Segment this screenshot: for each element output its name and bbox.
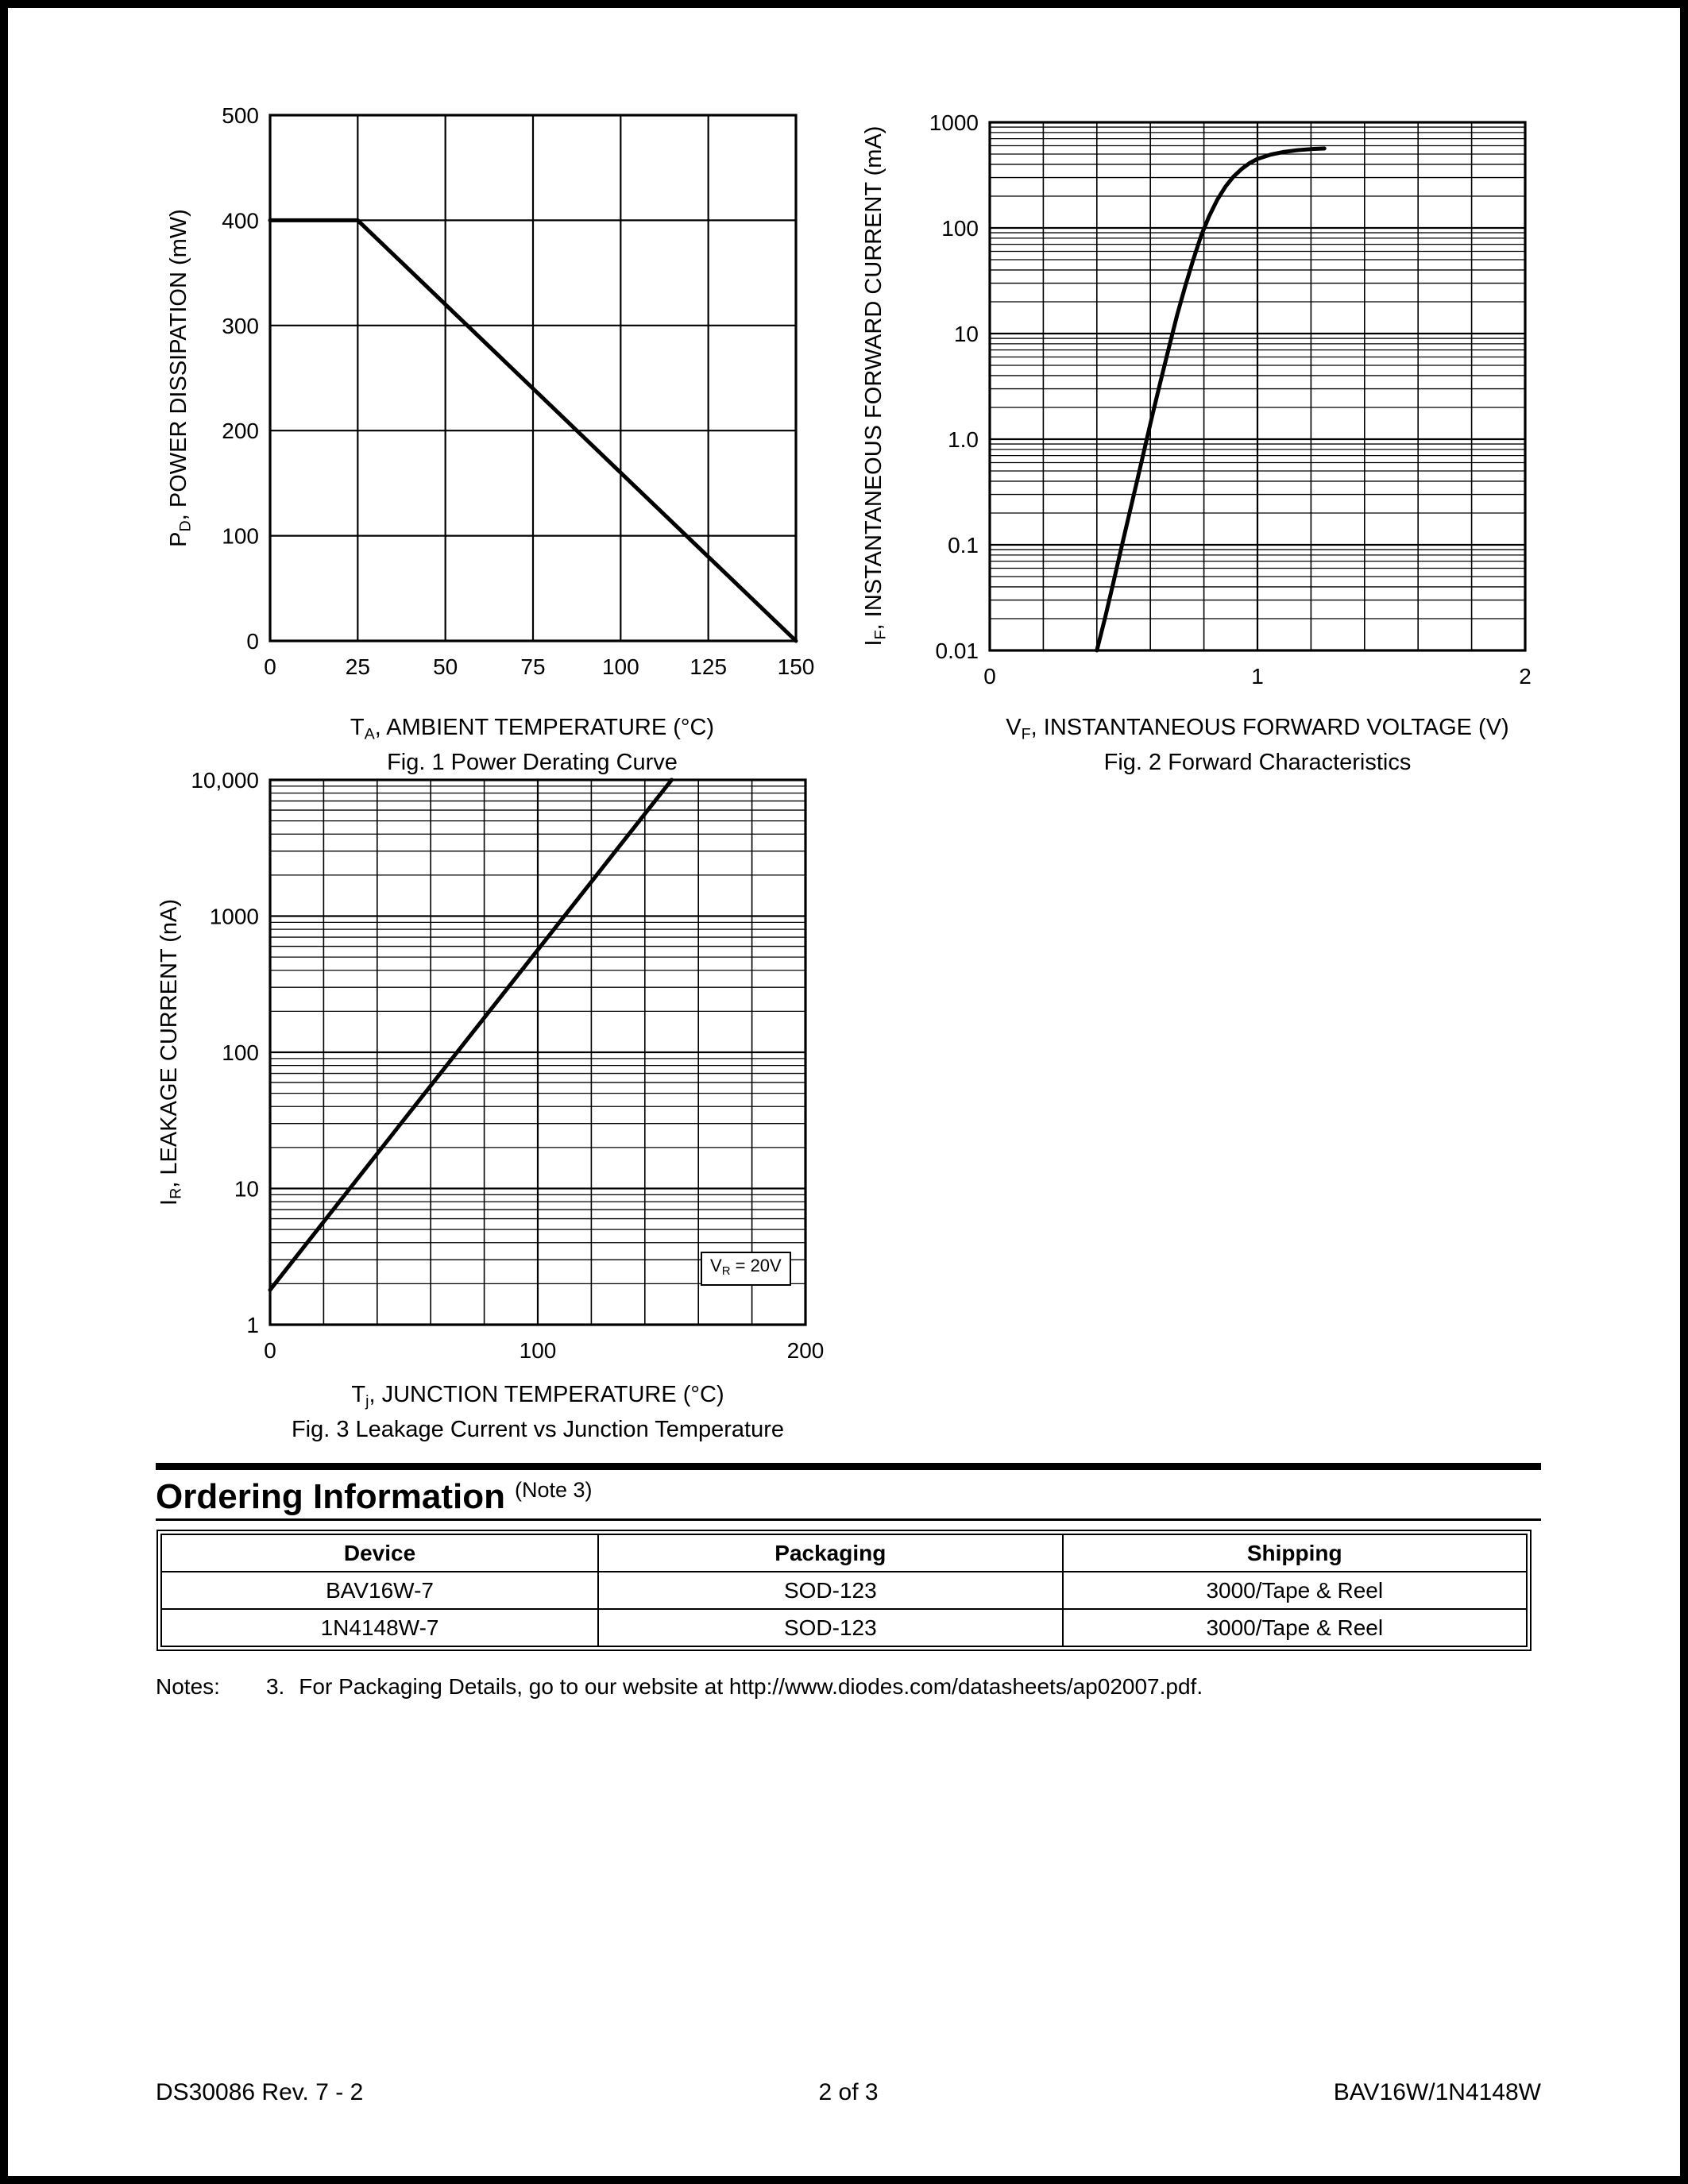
fig2-plot: 0 1 2 1000 100 10 1.0 0.1 0.01 [929,110,1532,689]
svg-text:200: 200 [787,1338,825,1363]
note-number: 3. [265,1674,285,1699]
fig3-annotation-text: = 20V [730,1256,782,1275]
svg-text:1.0: 1.0 [948,427,979,452]
svg-text:100: 100 [222,1040,259,1065]
fig3-annotation-subscript: R [721,1264,731,1279]
fig2-x-axis-label: VF, INSTANTANEOUS FORWARD VOLTAGE (V) [956,713,1559,743]
svg-text:0: 0 [246,629,259,654]
fig3-plot: 0 100 200 10,000 1000 100 10 1 [191,768,825,1363]
svg-text:100: 100 [520,1338,557,1363]
svg-text:100: 100 [941,216,979,241]
shipping-cell: 3000/Tape & Reel [1061,1608,1528,1647]
fig2-x-label-subscript: F [1021,725,1031,743]
ordering-section-title: Ordering Information (Note 3) [156,1477,593,1517]
svg-text:400: 400 [222,208,259,233]
packaging-cell: SOD-123 [597,1571,1064,1610]
ordering-note-ref: (Note 3) [515,1478,593,1502]
svg-text:125: 125 [689,654,727,679]
ordering-table-header-row: Device Packaging Shipping [160,1534,1528,1572]
fig3-x-label-subscript: j [365,1392,369,1410]
fig3-annotation-symbol: V [710,1256,722,1275]
svg-text:500: 500 [222,103,259,128]
notes-label: Notes: [156,1674,220,1699]
svg-text:1: 1 [246,1313,259,1337]
svg-text:1000: 1000 [929,110,979,135]
shipping-cell: 3000/Tape & Reel [1061,1571,1528,1610]
footer-part-number: BAV16W/1N4148W [1333,2079,1541,2105]
fig2-y-label-symbol: I [861,639,886,646]
svg-text:100: 100 [602,654,639,679]
svg-text:10,000: 10,000 [191,768,259,793]
fig3-x-label-symbol: T [351,1382,366,1407]
fig2-y-label-text: , INSTANTANEOUS FORWARD CURRENT (mA) [861,125,886,631]
note-url[interactable]: http://www.diodes.com/datasheets/ap02007… [728,1674,1197,1699]
svg-text:10: 10 [234,1177,259,1202]
table-row: BAV16W-7 SOD-123 3000/Tape & Reel [160,1571,1528,1610]
svg-text:0.1: 0.1 [948,533,979,558]
fig1-x-axis-label: TA, AMBIENT TEMPERATURE (°C) [230,713,834,743]
svg-text:75: 75 [520,654,545,679]
svg-text:150: 150 [778,654,815,679]
fig1-x-label-text: , AMBIENT TEMPERATURE (°C) [374,715,715,740]
fig1-x-label-symbol: T [350,715,365,740]
svg-text:300: 300 [222,314,259,338]
fig3-caption: Fig. 3 Leakage Current vs Junction Tempe… [291,1417,785,1442]
note-text-end: . [1196,1674,1203,1699]
ordering-section-top-rule [156,1463,1541,1470]
svg-text:0.01: 0.01 [936,639,979,663]
fig2-y-label-subscript: F [871,630,890,640]
fig2-x-label-symbol: V [1006,715,1022,740]
svg-text:0: 0 [264,654,276,679]
svg-text:100: 100 [222,524,259,549]
device-cell: BAV16W-7 [160,1571,600,1610]
fig3-annotation: VR = 20V [701,1252,791,1287]
fig3-x-label-text: , JUNCTION TEMPERATURE (°C) [369,1382,724,1407]
svg-text:200: 200 [222,419,259,443]
svg-text:1000: 1000 [210,905,259,929]
svg-text:1: 1 [1251,664,1264,689]
svg-text:25: 25 [346,654,370,679]
col-header-packaging: Packaging [597,1534,1064,1572]
footer-doc-number: DS30086 Rev. 7 - 2 [156,2079,364,2105]
note-text: For Packaging Details, go to our website… [299,1674,729,1699]
page-footer: DS30086 Rev. 7 - 2 2 of 3 BAV16W/1N4148W [156,2079,1541,2106]
col-header-device: Device [160,1534,600,1572]
fig2-x-label-text: , INSTANTANEOUS FORWARD VOLTAGE (V) [1030,715,1509,740]
svg-text:0: 0 [264,1338,276,1363]
footer-page-number: 2 of 3 [818,2079,879,2105]
table-row: 1N4148W-7 SOD-123 3000/Tape & Reel [160,1608,1528,1647]
ordering-title-text: Ordering Information [156,1477,505,1516]
fig1-x-label-subscript: A [364,725,375,743]
device-cell: 1N4148W-7 [160,1608,600,1647]
fig1-caption: Fig. 1 Power Derating Curve [387,750,678,775]
fig2-caption: Fig. 2 Forward Characteristics [1103,750,1412,775]
fig3-x-axis-label: Tj, JUNCTION TEMPERATURE (°C) [236,1380,840,1410]
svg-text:0: 0 [983,664,996,689]
fig2-y-axis-label: IF, INSTANTANEOUS FORWARD CURRENT (mA) [858,84,890,688]
notes-line: Notes: 3. For Packaging Details, go to our… [156,1674,1203,1700]
ordering-table: Device Packaging Shipping BAV16W-7 SOD-1… [156,1530,1532,1651]
ordering-section-bottom-rule [156,1518,1541,1521]
packaging-cell: SOD-123 [597,1608,1064,1647]
svg-text:50: 50 [433,654,458,679]
svg-text:2: 2 [1519,664,1532,689]
col-header-shipping: Shipping [1061,1534,1528,1572]
fig1-plot: 0 25 50 75 100 125 150 0 100 200 300 400 500 [222,103,815,679]
svg-text:10: 10 [954,322,979,346]
